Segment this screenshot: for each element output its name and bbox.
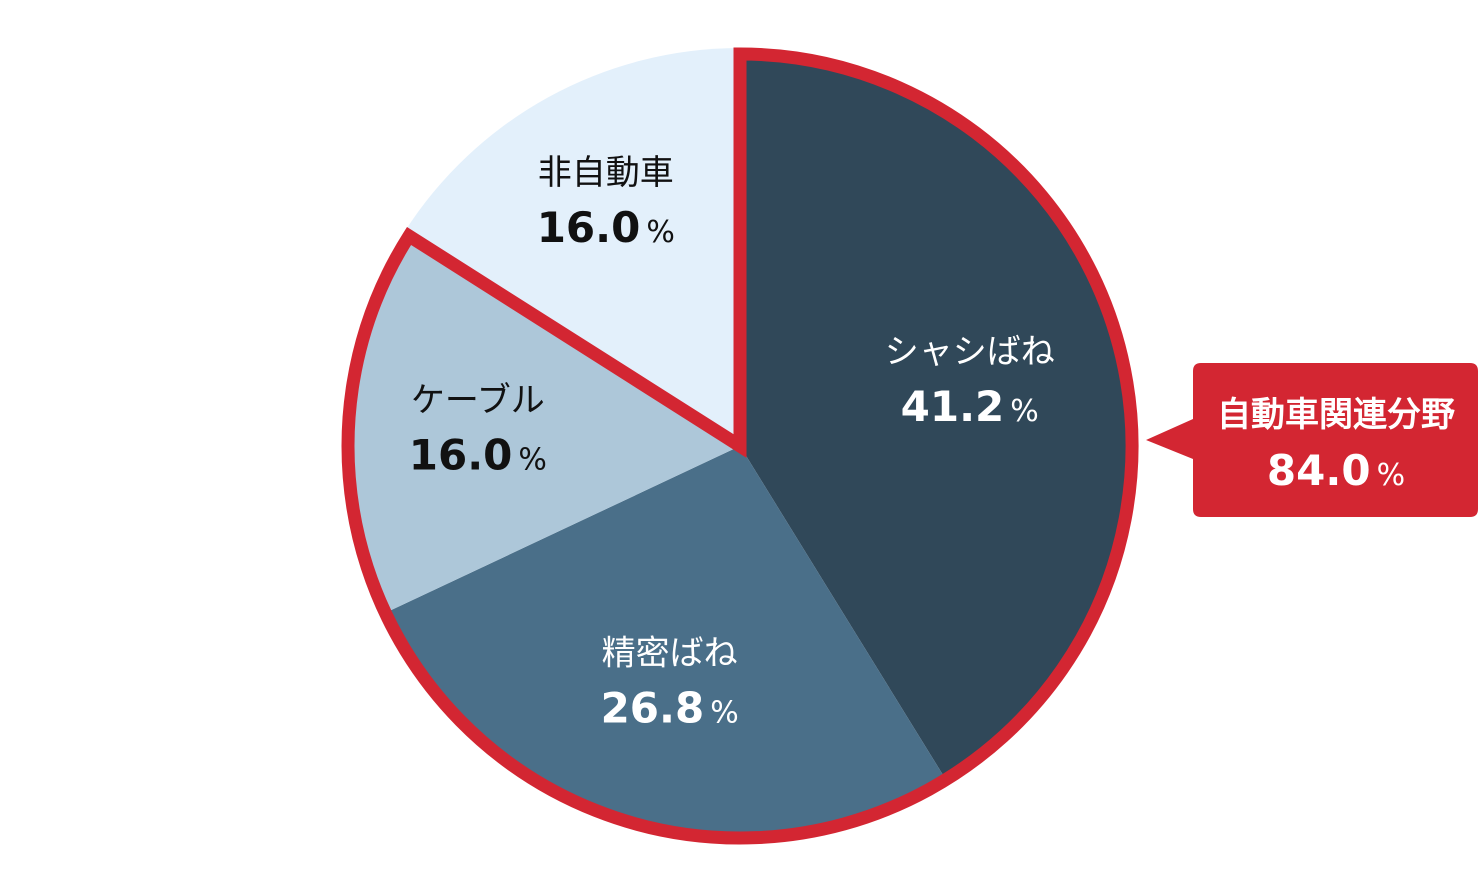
slice-3-value-label: 16.0%	[409, 431, 547, 480]
slice-4-value-label: 16.0%	[537, 203, 675, 252]
slice-4	[403, 48, 740, 446]
pie-slices	[342, 48, 1138, 844]
slice-1-name-label: シャシばね	[885, 332, 1055, 372]
slice-3	[342, 232, 740, 616]
slice-2-value-label: 26.8%	[601, 684, 739, 733]
callout-value-unit: %	[1377, 458, 1406, 493]
callout-value: 84.0%	[1267, 446, 1405, 495]
slice-1	[740, 48, 1138, 785]
automotive-callout: 自動車関連分野 84.0%	[1146, 363, 1478, 517]
slice-1-value-label: 41.2%	[901, 382, 1039, 431]
slice-3-name-label: ケーブル	[411, 381, 545, 421]
callout-box	[1146, 363, 1478, 517]
callout-name: 自動車関連分野	[1217, 395, 1455, 435]
slice-2	[379, 446, 950, 844]
callout-value-number: 84.0	[1267, 446, 1371, 495]
slice-labels: シャシばね 41.2 % 精密ばね 26.8 % ケーブル 16.0 % 非自動車 16.0%	[409, 153, 1055, 733]
slice-4-name-label: 非自動車	[538, 153, 674, 193]
automotive-highlight-outline	[341, 47, 1139, 845]
slice-2-name-label: 精密ばね	[602, 634, 738, 674]
